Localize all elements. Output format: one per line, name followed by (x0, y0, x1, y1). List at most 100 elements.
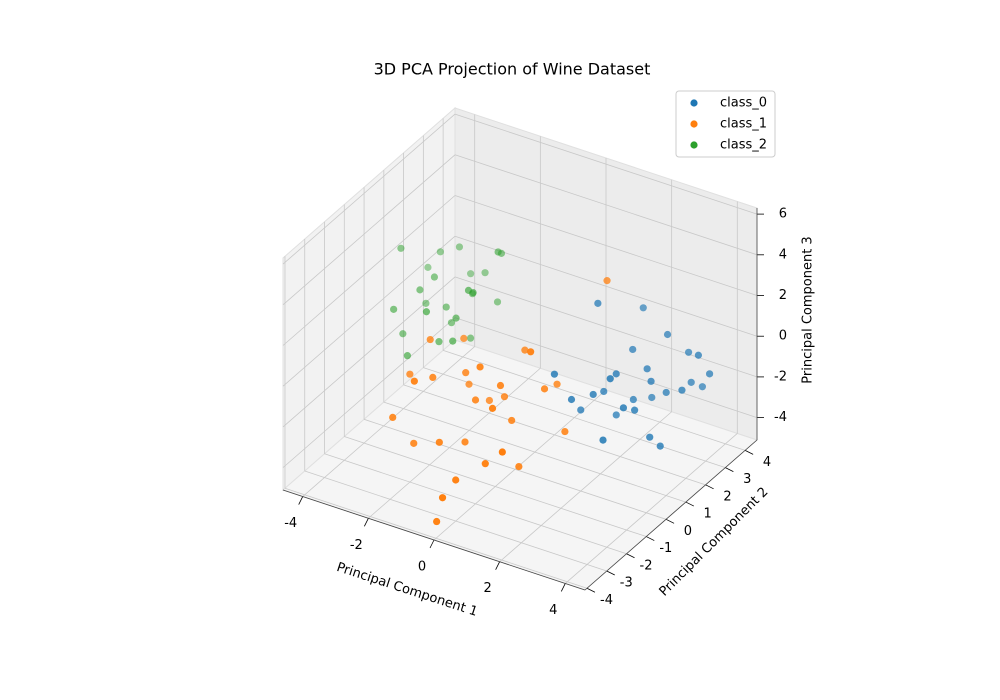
point (496, 381, 505, 390)
point (594, 299, 602, 307)
point (481, 460, 489, 468)
point (429, 373, 437, 382)
point (485, 396, 493, 405)
point (488, 404, 497, 412)
point (647, 377, 655, 385)
x-axis-label: Principal Component 1 (335, 560, 480, 620)
tick-mark (429, 539, 435, 549)
grid-line (565, 433, 738, 584)
point (662, 388, 670, 397)
grid-line (282, 235, 456, 387)
point (629, 345, 637, 354)
y-tick-label: 1 (704, 507, 712, 522)
legend-label: class_0 (720, 96, 767, 111)
point (663, 330, 672, 339)
point (577, 406, 585, 414)
point (452, 476, 460, 484)
grid-line (443, 349, 746, 451)
point (678, 386, 686, 394)
legend-box (675, 90, 776, 158)
y-tick-label: 4 (763, 455, 771, 470)
point (619, 404, 628, 412)
y-tick-label: -2 (640, 558, 653, 573)
point (449, 337, 457, 345)
point (603, 277, 611, 285)
point (698, 383, 706, 391)
grid-line (454, 317, 758, 418)
point (527, 348, 535, 356)
point (567, 395, 576, 404)
point (389, 413, 397, 422)
z-tick-label: 6 (779, 207, 787, 222)
point (550, 370, 559, 378)
point (646, 433, 654, 441)
point (494, 248, 502, 256)
grid-line (499, 411, 672, 563)
point (435, 438, 443, 446)
point (561, 427, 569, 436)
point (397, 244, 405, 252)
point (515, 462, 523, 471)
point (687, 378, 695, 386)
y-tick-label: -1 (659, 541, 672, 556)
grid-line (282, 276, 456, 428)
tick-mark (665, 518, 675, 524)
point (500, 393, 509, 401)
point (447, 319, 456, 327)
point (481, 269, 489, 277)
x-tick-label: -4 (284, 516, 297, 531)
grid-line (454, 154, 758, 256)
point (656, 442, 664, 450)
point (589, 390, 597, 399)
y-tick-label: 3 (743, 472, 751, 487)
point (540, 385, 549, 393)
point (424, 263, 432, 271)
tick-mark (606, 570, 615, 576)
grid-line (454, 235, 758, 337)
grid-line (284, 487, 588, 589)
point (553, 380, 561, 388)
z-axis-label: Principal Component 3 (801, 236, 816, 383)
point (436, 248, 444, 256)
point (639, 304, 647, 312)
point (600, 387, 608, 396)
chart-title: 3D PCA Projection of Wine Dataset (374, 60, 651, 79)
y-tick-label: -4 (600, 593, 613, 608)
point (694, 351, 702, 359)
tick-mark (744, 449, 754, 455)
point (705, 370, 714, 378)
point (416, 286, 424, 294)
tick-mark (725, 467, 734, 472)
grid-line (454, 195, 758, 296)
point (435, 338, 443, 346)
tick-mark (560, 583, 566, 592)
panes (282, 106, 758, 591)
point (648, 393, 656, 402)
point (422, 308, 431, 316)
point (612, 370, 620, 378)
grid-line (383, 401, 686, 503)
point (629, 395, 637, 404)
point (455, 243, 464, 251)
z-tick-label: -2 (774, 369, 787, 384)
point (452, 314, 460, 322)
grid-line (454, 276, 758, 378)
point (493, 298, 502, 306)
point (471, 396, 480, 404)
point (461, 438, 469, 446)
x-tick-label: 0 (418, 560, 426, 575)
point (498, 448, 506, 456)
y-tick-label: -3 (620, 576, 633, 591)
point (612, 411, 620, 419)
point (643, 365, 651, 373)
grid-line (282, 195, 456, 346)
point (462, 369, 470, 377)
grid-line (368, 367, 541, 519)
point (390, 305, 398, 313)
point (464, 286, 473, 294)
point (426, 335, 434, 344)
point (508, 416, 516, 425)
point (467, 270, 475, 278)
point (406, 370, 414, 378)
